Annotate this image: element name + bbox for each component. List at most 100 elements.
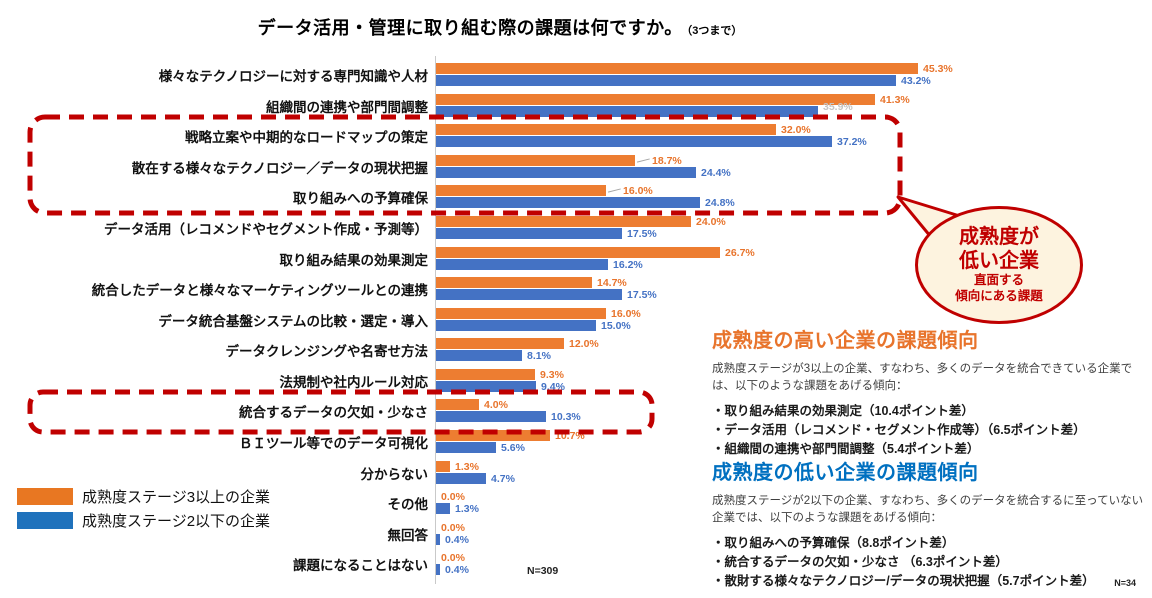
category-label: 統合したデータと様々なマーケティングツールとの連携 [91,282,428,298]
legend-item: 成熟度ステージ2以下の企業 [17,512,271,530]
bar-high-maturity [436,94,875,105]
value-label: 14.7% [597,276,627,289]
bullet-item: ・取り組み結果の効果測定（10.4ポイント差） [712,404,974,419]
bar-low-maturity [436,534,440,545]
value-label: 35.9% [823,101,853,113]
bullet-item: ・統合するデータの欠如・少なさ （6.3ポイント差） [712,555,1008,570]
callout-line: 低い企業 [959,250,1039,273]
category-label: ＢＩツール等でのデータ可視化 [239,435,428,451]
value-label: 4.0% [484,398,508,411]
bullet-item: ・散財する様々なテクノロジー/データの現状把握（5.7ポイント差） [712,573,1095,588]
category-label: 散在する様々なテクノロジー／データの現状把握 [131,160,428,176]
bar-low-maturity [436,136,832,147]
bar-high-maturity [436,338,564,349]
bar-row: データ活用（レコメンドやセグメント作成・予測等） 24.0% 17.5% [0,216,1000,240]
bar-low-maturity [436,564,440,575]
callout-line: 傾向にある課題 [955,289,1043,303]
bar-row: 無回答 0.0% 0.4% [0,522,1000,546]
value-label: 24.4% [701,166,731,179]
legend-swatch [17,512,73,529]
category-label: 無回答 [387,527,429,543]
bar-high-maturity [436,308,606,319]
bar-low-maturity [436,411,546,422]
value-label: 16.0% [611,307,641,320]
bar-row: データ統合基盤システムの比較・選定・導入 16.0% 15.0% [0,308,1000,332]
bar-high-maturity [436,124,776,135]
bar-row: 取り組み結果の効果測定 26.7% 16.2% [0,247,1000,271]
bar-low-maturity [436,289,622,300]
bar-high-maturity [436,155,635,166]
legend-label: 成熟度ステージ2以下の企業 [82,513,271,530]
value-label: 9.3% [540,368,564,381]
bar-low-maturity [436,442,496,453]
bar-low-maturity [436,381,536,392]
category-label: 取り組みへの予算確保 [293,190,428,206]
value-label: 9.4% [541,380,565,393]
bar-low-maturity [436,197,700,208]
value-label: 12.0% [569,337,599,350]
category-label: その他 [387,496,429,512]
value-label: 18.7% [652,154,682,167]
bar-high-maturity [436,277,592,288]
value-label: 0.0% [441,521,465,534]
bar-row: 様々なテクノロジーに対する専門知識や人材 45.3% 43.2% [0,63,1000,87]
legend-item: 成熟度ステージ3以上の企業 [17,488,270,506]
bar-row: 組織間の連携や部門間調整 41.3% 35.9% [0,94,1000,118]
value-label: 8.1% [527,349,551,362]
panel-high-heading: 成熟度の高い企業の課題傾向 [712,330,979,352]
value-label: 1.3% [455,502,479,515]
value-label: 10.7% [555,429,585,442]
bar-high-maturity [436,461,450,472]
category-label: 戦略立案や中期的なロードマップの策定 [185,129,428,145]
bar-row: 分からない 1.3% 4.7% [0,461,1000,485]
bar-row: 戦略立案や中期的なロードマップの策定 32.0% 37.2% [0,124,1000,148]
bar-high-maturity [436,185,606,196]
value-label: 43.2% [901,74,931,87]
value-label: 1.3% [455,460,479,473]
category-label: 課題になることはない [293,557,428,573]
category-label: 法規制や社内ルール対応 [279,374,429,390]
bar-row: 統合したデータと様々なマーケティングツールとの連携 14.7% 17.5% [0,277,1000,301]
bar-row: 課題になることはない 0.0% 0.4% [0,552,1000,576]
value-label: 0.0% [441,551,465,564]
title-suffix: （3つまで） [686,25,743,37]
bar-high-maturity [436,369,535,380]
value-label: 26.7% [725,246,755,259]
value-label: 4.7% [491,472,515,485]
bar-high-maturity [436,247,720,258]
sample-size-label: N=309 [527,565,559,577]
bar-high-maturity [436,430,550,441]
panel-low-body: 成熟度ステージが2以下の企業、すなわち、多くのデータを統合するに至っていない企業… [712,495,1144,524]
bar-high-maturity [436,63,918,74]
category-label: 分からない [360,466,429,482]
value-label: 0.0% [441,490,465,503]
bar-row: データクレンジングや名寄せ方法 12.0% 8.1% [0,338,1000,362]
value-label: 24.8% [705,196,735,209]
bar-low-maturity [436,228,622,239]
category-label: 統合するデータの欠如・少なさ [239,404,428,420]
category-label: データ活用（レコメンドやセグメント作成・予測等） [104,221,428,237]
chart-axis-line [435,56,436,584]
panel-high-bullets: ・取り組み結果の効果測定（10.4ポイント差） ・データ活用（レコメンド・セグメン… [712,402,1148,458]
value-label: 15.0% [601,319,631,332]
value-label: 45.3% [923,62,953,75]
label-leader-line [636,158,651,164]
panel-high-maturity: 成熟度の高い企業の課題傾向 成熟度ステージが3以上の企業、すなわち、多くのデータ… [712,324,1148,459]
page-note: N=34 [1114,578,1136,588]
panel-low-maturity: 成熟度の低い企業の課題傾向 成熟度ステージが2以下の企業、すなわち、多くのデータ… [712,456,1148,591]
bar-low-maturity [436,75,896,86]
category-label: 取り組み結果の効果測定 [279,252,429,268]
chart-legend: 成熟度ステージ3以上の企業成熟度ステージ2以下の企業 [17,488,270,536]
panel-low-heading: 成熟度の低い企業の課題傾向 [712,462,979,484]
bar-row: 法規制や社内ルール対応 9.3% 9.4% [0,369,1000,393]
value-label: 0.4% [445,563,469,576]
bar-low-maturity [436,320,596,331]
bar-low-maturity [436,259,608,270]
bar-low-maturity [436,350,522,361]
title-text: データ活用・管理に取り組む際の課題は何ですか。 [257,18,683,38]
value-label: 41.3% [880,93,910,106]
category-label: 様々なテクノロジーに対する専門知識や人材 [158,68,428,84]
legend-swatch [17,488,73,505]
bar-row: 取り組みへの予算確保 16.0% 24.8% [0,185,1000,209]
